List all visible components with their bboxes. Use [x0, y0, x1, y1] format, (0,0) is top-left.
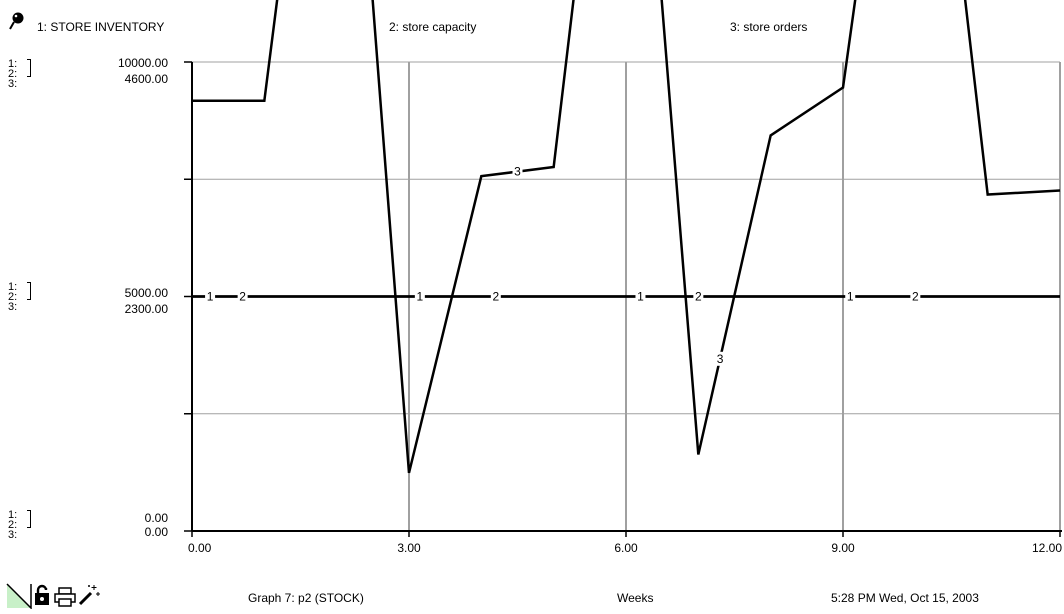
series-marker-2: 2: [492, 290, 499, 304]
timestamp: 5:28 PM Wed, Oct 15, 2003: [831, 591, 979, 605]
series-marker-1: 1: [847, 290, 854, 304]
x-tick-label: 9.00: [831, 541, 855, 555]
series-marker-1: 1: [207, 290, 214, 304]
x-tick-label: 12.00: [1032, 541, 1062, 555]
series-marker-2: 2: [912, 290, 919, 304]
x-tick-label: 3.00: [397, 541, 421, 555]
scale-toggle-icon[interactable]: [6, 583, 32, 614]
magic-wand-icon[interactable]: [78, 584, 100, 611]
series-marker-3: 3: [717, 352, 724, 366]
graph-title: Graph 7: p2 (STOCK): [248, 591, 364, 605]
series-marker-1: 1: [417, 290, 424, 304]
series-marker-2: 2: [695, 290, 702, 304]
series-marker-2: 2: [239, 290, 246, 304]
print-icon[interactable]: [54, 587, 76, 612]
lock-icon[interactable]: [34, 584, 50, 611]
series-marker-1: 1: [637, 290, 644, 304]
x-tick-label: 0.00: [188, 541, 212, 555]
x-unit-label: Weeks: [617, 591, 653, 605]
series-marker-3: 3: [514, 165, 521, 179]
x-tick-label: 6.00: [614, 541, 638, 555]
